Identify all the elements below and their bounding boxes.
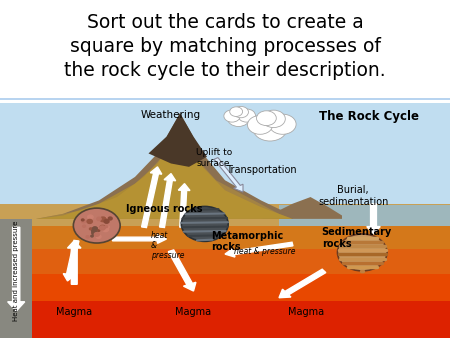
Circle shape bbox=[262, 110, 285, 127]
Circle shape bbox=[256, 111, 276, 126]
Polygon shape bbox=[0, 274, 450, 301]
Text: Sedimentary
rocks: Sedimentary rocks bbox=[322, 227, 392, 249]
Circle shape bbox=[230, 107, 243, 117]
Circle shape bbox=[238, 109, 256, 122]
Circle shape bbox=[86, 236, 89, 238]
Circle shape bbox=[97, 217, 101, 220]
Text: Metamorphic
rocks: Metamorphic rocks bbox=[212, 231, 284, 252]
Circle shape bbox=[103, 227, 108, 232]
Text: Magma: Magma bbox=[56, 307, 92, 317]
Polygon shape bbox=[0, 249, 450, 274]
Circle shape bbox=[94, 233, 99, 236]
Circle shape bbox=[73, 208, 120, 243]
Circle shape bbox=[248, 116, 273, 134]
Text: Burial,
sedimentation: Burial, sedimentation bbox=[318, 185, 388, 207]
Circle shape bbox=[99, 226, 105, 230]
Text: Magma: Magma bbox=[176, 307, 211, 317]
Circle shape bbox=[93, 227, 97, 230]
Text: Sort out the cards to create a
square by matching processes of
the rock cycle to: Sort out the cards to create a square by… bbox=[64, 13, 386, 80]
Circle shape bbox=[106, 226, 109, 228]
Circle shape bbox=[253, 116, 287, 141]
Circle shape bbox=[81, 219, 84, 221]
FancyArrow shape bbox=[279, 269, 326, 298]
Text: heat
&
pressure: heat & pressure bbox=[151, 231, 184, 260]
Text: heat & pressure: heat & pressure bbox=[234, 247, 296, 256]
Circle shape bbox=[108, 217, 112, 220]
Circle shape bbox=[81, 220, 86, 223]
Polygon shape bbox=[0, 204, 450, 225]
Circle shape bbox=[93, 227, 97, 231]
Circle shape bbox=[269, 114, 296, 134]
Circle shape bbox=[92, 231, 97, 235]
FancyArrow shape bbox=[112, 235, 166, 243]
Polygon shape bbox=[0, 219, 32, 338]
Circle shape bbox=[92, 230, 94, 232]
Text: Weathering: Weathering bbox=[141, 111, 201, 120]
Polygon shape bbox=[36, 143, 292, 219]
FancyArrow shape bbox=[8, 227, 25, 311]
FancyArrow shape bbox=[367, 204, 380, 234]
FancyArrow shape bbox=[178, 184, 190, 227]
Circle shape bbox=[98, 230, 100, 231]
Circle shape bbox=[104, 219, 109, 223]
Text: Igneous rocks: Igneous rocks bbox=[126, 204, 202, 214]
Circle shape bbox=[91, 235, 93, 237]
Circle shape bbox=[88, 215, 93, 219]
FancyArrow shape bbox=[68, 241, 81, 284]
Circle shape bbox=[227, 110, 250, 126]
Circle shape bbox=[90, 228, 92, 230]
FancyArrow shape bbox=[225, 242, 293, 257]
Circle shape bbox=[83, 225, 86, 227]
Circle shape bbox=[96, 235, 101, 238]
Circle shape bbox=[100, 225, 105, 229]
Text: Transportation: Transportation bbox=[226, 165, 296, 175]
Circle shape bbox=[104, 217, 107, 219]
Text: Uplift to
surface: Uplift to surface bbox=[196, 148, 232, 168]
Polygon shape bbox=[148, 113, 207, 167]
Circle shape bbox=[100, 217, 106, 222]
Circle shape bbox=[105, 226, 108, 227]
FancyArrow shape bbox=[142, 167, 162, 227]
Circle shape bbox=[181, 207, 228, 241]
Text: The Rock Cycle: The Rock Cycle bbox=[319, 111, 419, 123]
Circle shape bbox=[104, 225, 108, 229]
Polygon shape bbox=[0, 225, 450, 249]
FancyArrow shape bbox=[214, 158, 243, 192]
Polygon shape bbox=[36, 113, 292, 219]
FancyArrow shape bbox=[160, 174, 176, 227]
Polygon shape bbox=[261, 197, 342, 219]
Polygon shape bbox=[0, 103, 450, 217]
FancyArrow shape bbox=[168, 250, 196, 291]
Polygon shape bbox=[279, 206, 450, 225]
Circle shape bbox=[233, 106, 248, 118]
Polygon shape bbox=[36, 130, 292, 219]
Circle shape bbox=[338, 234, 387, 271]
Polygon shape bbox=[0, 301, 450, 338]
Circle shape bbox=[224, 110, 240, 122]
Text: Heat and increased pressure: Heat and increased pressure bbox=[13, 221, 19, 321]
FancyArrow shape bbox=[63, 240, 79, 281]
Circle shape bbox=[87, 219, 92, 223]
Text: Magma: Magma bbox=[288, 307, 324, 317]
